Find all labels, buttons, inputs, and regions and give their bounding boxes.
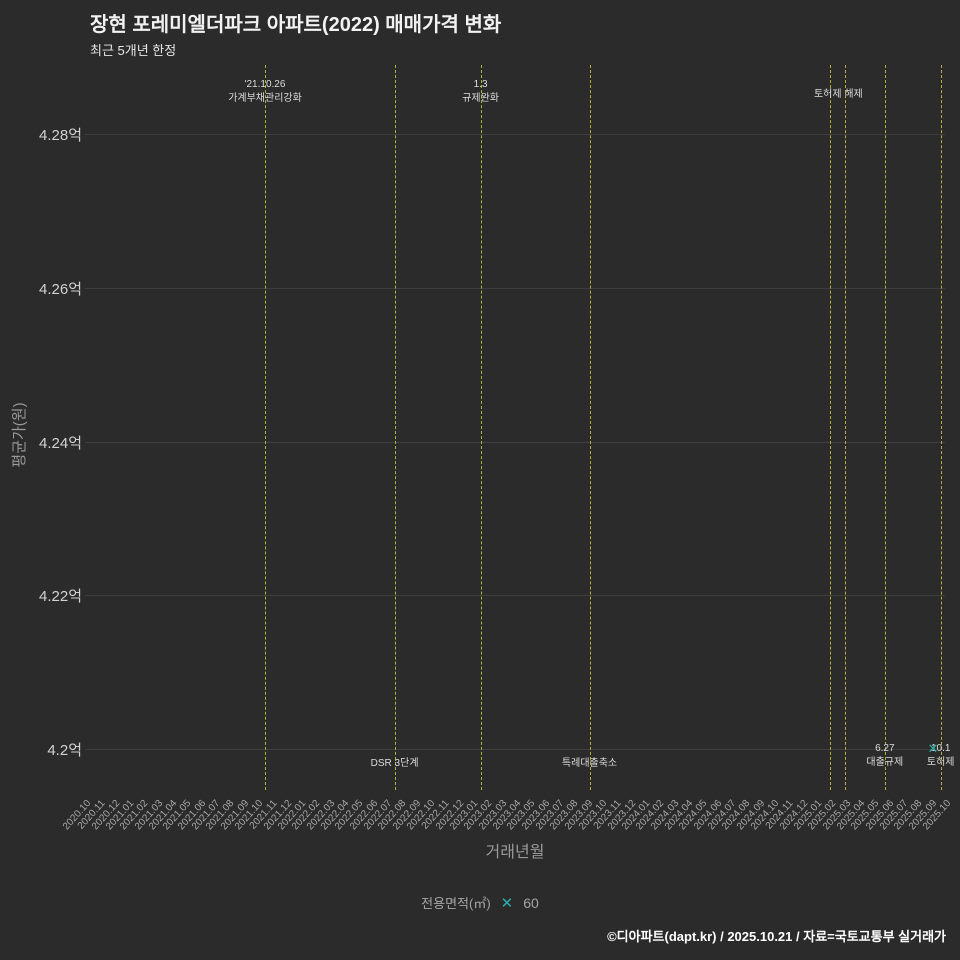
- event-annotation-line: 가계부채관리강화: [228, 93, 302, 104]
- y-tick-label: 4.28억: [39, 127, 82, 145]
- event-annotation-line: 토허제 해제: [813, 89, 863, 100]
- gridline: [85, 748, 945, 750]
- event-annotation-line: 규제완화: [462, 93, 499, 104]
- event-annotation-line: 10.1: [930, 743, 951, 754]
- event-annotation: '21.10.26 가계부채관리강화: [228, 78, 302, 106]
- chart-title: 장현 포레미엘더파크 아파트(2022) 매매가격 변화: [90, 14, 502, 36]
- y-axis-title: 평균가(원): [11, 402, 28, 468]
- legend-item-60: 60: [523, 894, 539, 911]
- chart-subtitle: 최근 5개년 한정: [90, 43, 177, 58]
- gridline: [85, 441, 945, 443]
- event-line: [589, 65, 591, 790]
- event-annotation: DSR 3단계: [371, 757, 419, 771]
- y-tick-label: 4.22억: [39, 588, 82, 606]
- event-line: [940, 65, 942, 790]
- event-line: [265, 65, 267, 790]
- legend: 전용면적(㎡) ✕ 60: [0, 893, 960, 912]
- event-line: [884, 65, 886, 790]
- event-annotation: 10.1 토허제: [927, 742, 955, 770]
- legend-title: 전용면적(㎡): [421, 896, 491, 911]
- legend-marker-icon: ✕: [500, 894, 514, 912]
- event-annotation-line: 6.27: [875, 743, 895, 754]
- gridline: [85, 134, 945, 136]
- event-annotation-line: '21.10.26: [244, 79, 286, 90]
- event-annotation: 토허제 해제: [814, 88, 863, 102]
- gridline: [85, 595, 945, 597]
- y-tick-label: 4.24억: [39, 434, 82, 452]
- event-annotation: 6.27 대출규제: [866, 742, 903, 770]
- event-annotation-line: 특례대출축소: [561, 758, 618, 769]
- event-line: [830, 65, 832, 790]
- x-axis-title: 거래년월: [485, 844, 545, 861]
- event-annotation-line: DSR 3단계: [370, 758, 419, 769]
- event-annotation-line: 1.3: [473, 79, 488, 90]
- event-annotation: 1.3 규제완화: [462, 78, 499, 106]
- credit-footer: ©디아파트(dapt.kr) / 2025.10.21 / 자료=국토교통부 실…: [607, 929, 946, 944]
- y-tick-label: 4.2억: [47, 741, 82, 759]
- event-annotation-line: 대출규제: [866, 757, 904, 768]
- event-annotation: 특례대출축소: [562, 757, 617, 771]
- gridline: [85, 287, 945, 289]
- y-tick-label: 4.26억: [39, 280, 82, 298]
- event-annotation-line: 토허제: [926, 757, 955, 768]
- event-line: [480, 65, 482, 790]
- data-point-marker: ✕: [927, 740, 939, 756]
- event-line: [844, 65, 846, 790]
- event-line: [394, 65, 396, 790]
